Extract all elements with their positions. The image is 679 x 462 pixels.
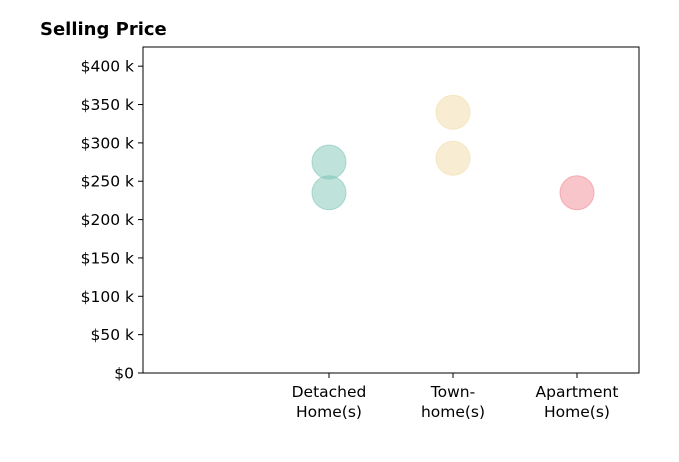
data-point: [311, 144, 347, 180]
plot-border: [142, 46, 640, 374]
y-tick-label: $300 k: [81, 134, 134, 152]
y-axis: $0 $50 k $100 k $150 k $200 k $250 k $300 k $35…: [81, 58, 143, 383]
x-tick-label-line: Home(s): [544, 403, 610, 421]
data-point: [435, 94, 471, 130]
x-tick-label-line: Town-: [430, 383, 475, 401]
y-tick-label: $400 k: [81, 58, 134, 76]
y-tick-label: $200 k: [81, 211, 134, 229]
y-tick-label: $0: [114, 365, 134, 383]
data-point: [435, 140, 471, 176]
x-tick-label-line: home(s): [421, 403, 485, 421]
x-tick-label-line: Home(s): [296, 403, 362, 421]
x-tick-label-line: Detached: [292, 383, 367, 401]
data-points: [311, 94, 595, 211]
data-point: [559, 175, 595, 211]
data-point: [311, 175, 347, 211]
y-tick-label: $50 k: [91, 326, 135, 344]
x-tick-label: Detached Home(s): [292, 383, 367, 421]
chart-title: Selling Price: [40, 19, 167, 40]
x-tick-label: Apartment Home(s): [536, 383, 619, 421]
x-tick-label: Town-home(s): [421, 383, 485, 421]
y-tick-label: $150 k: [81, 249, 134, 267]
x-tick-label-line: Apartment: [536, 383, 619, 401]
plot-area: [142, 46, 640, 374]
y-tick-label: $100 k: [81, 288, 134, 306]
y-tick-label: $250 k: [81, 173, 134, 191]
x-axis: Detached Home(s) Town-home(s) Apartment Home…: [292, 373, 619, 421]
y-tick-label: $350 k: [81, 96, 134, 114]
